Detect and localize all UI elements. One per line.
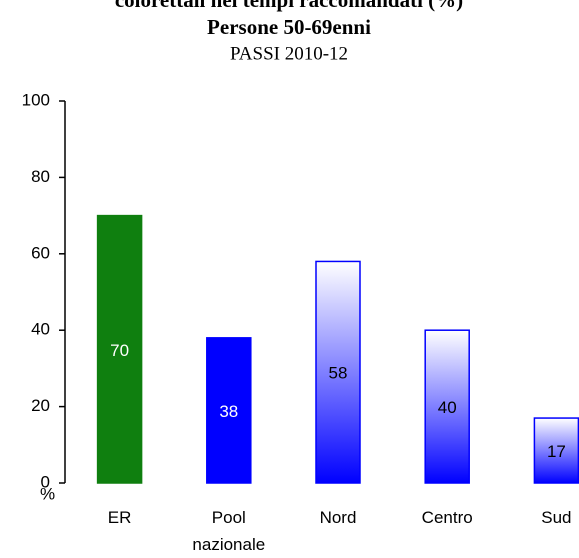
chart-subtitle-bold: Persone 50-69enni <box>207 15 371 39</box>
value-label: 38 <box>219 402 238 421</box>
y-tick-label: 60 <box>31 243 50 262</box>
bar <box>206 337 252 484</box>
y-tick-label: 0 <box>41 472 50 491</box>
y-tick-label: 20 <box>31 396 50 415</box>
bar <box>424 329 470 484</box>
x-tick-label: Sud <box>541 508 572 527</box>
value-label: 40 <box>438 398 457 417</box>
chart-title: colorettali nei tempi raccomandati (%) <box>115 0 463 12</box>
chart-subtitle: PASSI 2010-12 <box>230 43 348 64</box>
value-label: 58 <box>329 364 348 383</box>
x-tick-label: Nord <box>319 508 357 527</box>
x-tick-label: ER <box>107 508 132 527</box>
value-label: 70 <box>110 341 129 360</box>
y-axis-label: % <box>40 484 55 503</box>
value-label: 17 <box>547 442 566 461</box>
x-tick-label: Centro <box>421 508 473 527</box>
y-tick-label: 80 <box>31 167 50 186</box>
bar <box>96 214 143 484</box>
bar <box>533 417 579 484</box>
bar <box>315 260 361 484</box>
x-tick-label: Pool nazionale <box>192 508 266 554</box>
y-tick-label: 40 <box>31 320 50 339</box>
y-tick-label: 100 <box>22 90 50 109</box>
